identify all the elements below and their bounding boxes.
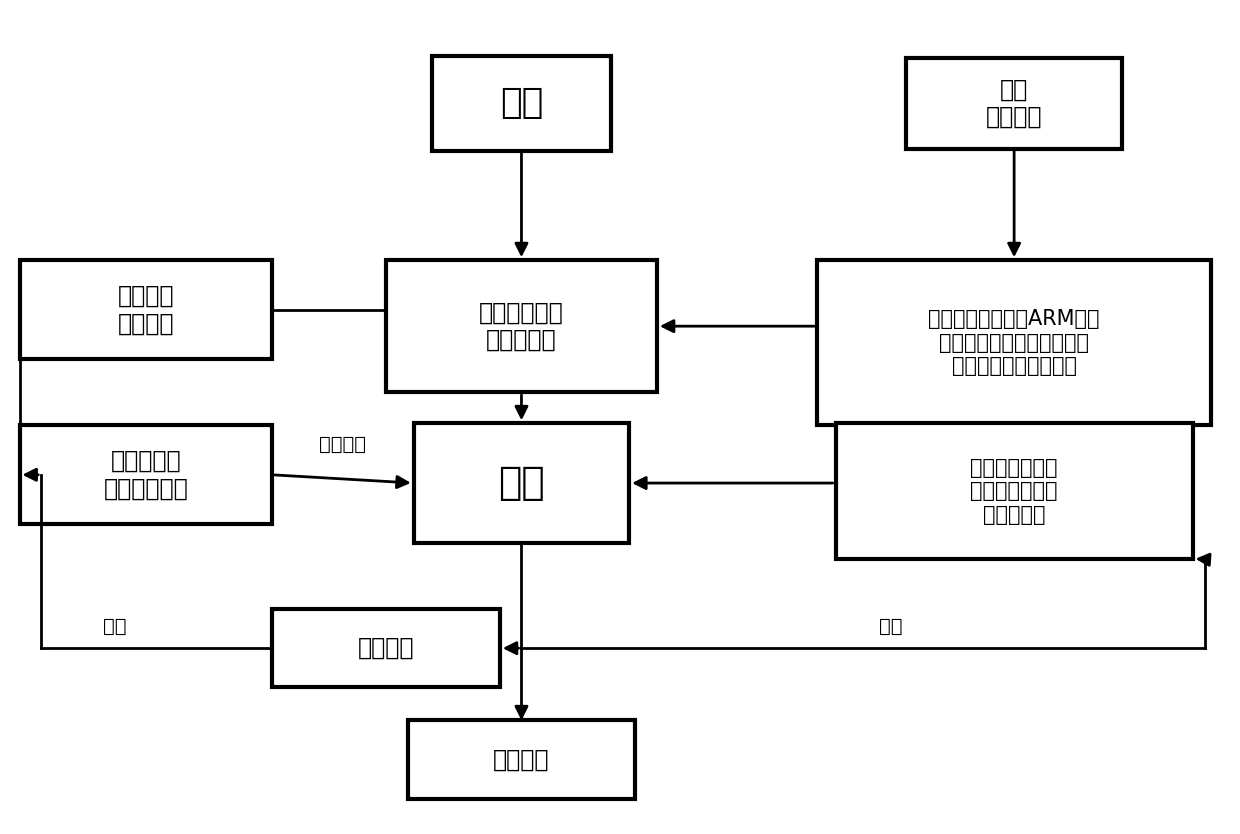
Text: 利用压力反馈传
感器，调节与平
衡预设压力: 利用压力反馈传 感器，调节与平 衡预设压力 xyxy=(971,458,1058,525)
Text: 负压配模系统基于ARM系统
控制，由压力传感器、配模
块、负压吸附系统组成: 负压配模系统基于ARM系统 控制，由压力传感器、配模 块、负压吸附系统组成 xyxy=(929,309,1100,376)
Text: 加工结束: 加工结束 xyxy=(494,747,549,771)
Bar xyxy=(272,609,500,687)
Text: 工件: 工件 xyxy=(500,86,543,120)
Bar xyxy=(414,423,629,543)
Bar xyxy=(433,56,611,151)
Bar xyxy=(20,425,272,525)
Text: 循环: 循环 xyxy=(103,617,126,636)
Bar xyxy=(386,260,657,392)
Text: 加工: 加工 xyxy=(498,464,544,502)
Text: 循环: 循环 xyxy=(879,617,903,636)
Text: 尖端效应: 尖端效应 xyxy=(320,435,366,455)
Bar xyxy=(20,260,272,359)
Bar xyxy=(817,260,1211,425)
Text: 工件置于负压
配模系统中: 工件置于负压 配模系统中 xyxy=(479,300,564,352)
Text: 加工平台
施加电场: 加工平台 施加电场 xyxy=(118,284,174,335)
Bar xyxy=(408,721,635,799)
Text: 负压
配模系统: 负压 配模系统 xyxy=(986,78,1043,129)
Text: 静电发生器
产生带电磨粒: 静电发生器 产生带电磨粒 xyxy=(103,449,188,500)
Text: 磨粒回收: 磨粒回收 xyxy=(357,636,414,661)
Bar xyxy=(906,58,1122,148)
Bar xyxy=(836,423,1193,560)
